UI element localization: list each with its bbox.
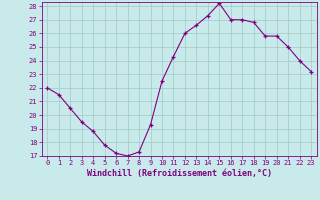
X-axis label: Windchill (Refroidissement éolien,°C): Windchill (Refroidissement éolien,°C) <box>87 169 272 178</box>
